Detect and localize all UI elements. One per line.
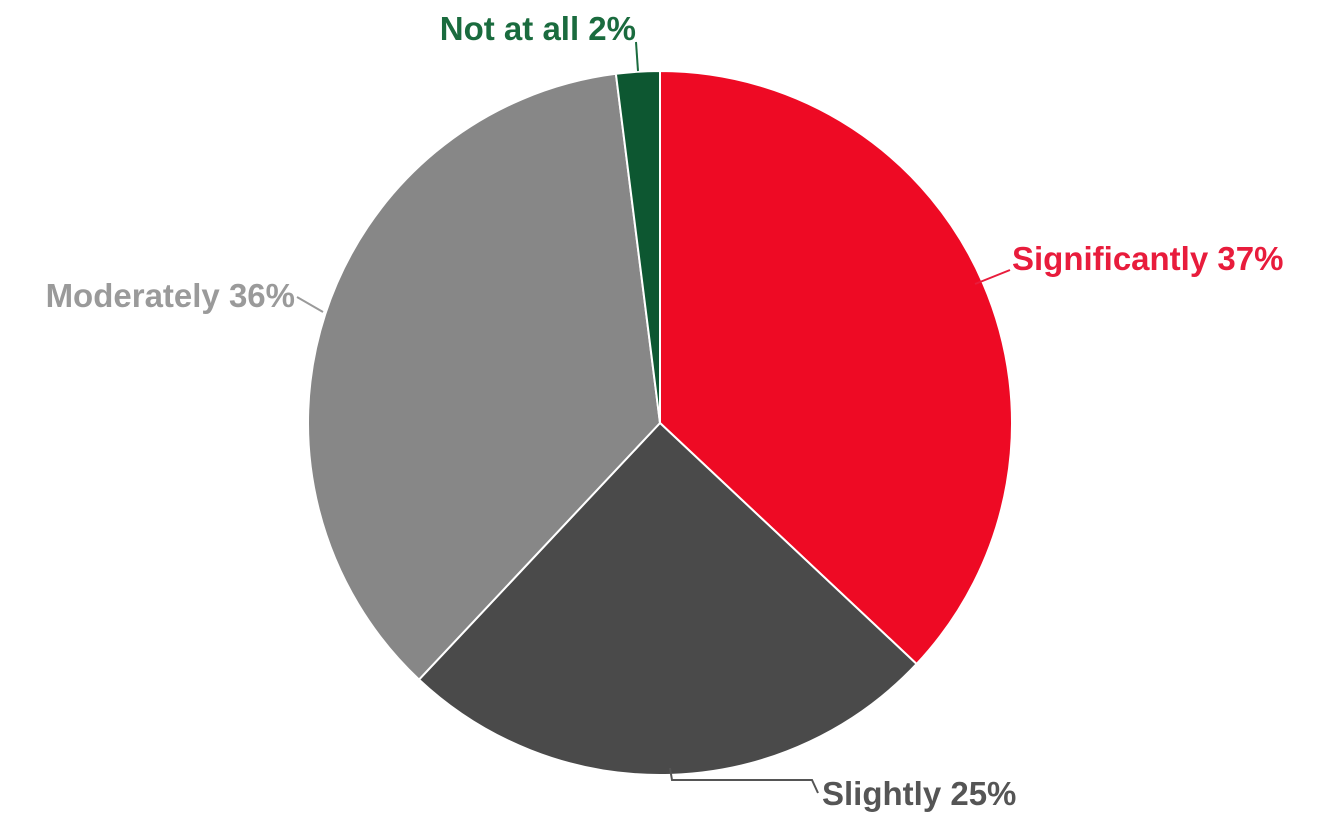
leader-line-moderately <box>296 296 324 313</box>
leader-line-not-at-all <box>635 41 639 72</box>
slice-label-slightly: Slightly 25% <box>822 775 1016 812</box>
pie-slice-moderately <box>307 72 661 681</box>
leader-line-slightly <box>669 767 819 794</box>
pie-slice-not-at-all <box>614 70 661 424</box>
leader-line-significantly <box>974 269 1011 285</box>
pie-slices <box>307 70 1013 776</box>
slice-label-moderately: Moderately 36% <box>46 277 295 314</box>
pie-slice-significantly <box>659 70 1013 665</box>
leader-lines <box>296 41 1011 794</box>
slice-label-significantly: Significantly 37% <box>1012 240 1283 277</box>
slice-label-not-at-all: Not at all 2% <box>440 10 636 47</box>
slice-labels: Significantly 37% Slightly 25% Moderately … <box>46 10 1284 812</box>
